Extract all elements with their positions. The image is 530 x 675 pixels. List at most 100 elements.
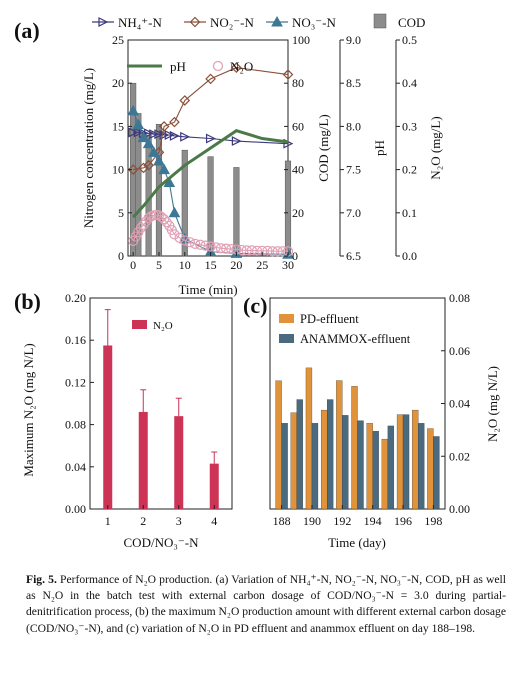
panel-b-plot-frame <box>89 297 233 510</box>
n2o-data-point <box>138 219 149 230</box>
panel-a-legend: NH₄⁺-N NO₂⁻-N NO₃⁻-N COD pH N₂O <box>92 13 425 74</box>
caption-label: Fig. 5. <box>26 573 57 586</box>
pd-effluent-bar <box>366 423 373 510</box>
nitrogen-tick-label: 0 <box>118 249 124 263</box>
panel-b-x-tick-label: 1 <box>105 514 111 528</box>
nh4-data-point <box>180 131 191 142</box>
nitrogen-tick-label: 5 <box>118 206 124 220</box>
panel-c-label: (c) <box>243 293 267 318</box>
panel-c-x-tick-label: 194 <box>364 514 382 528</box>
pd-effluent-bar <box>320 409 328 510</box>
panel-c: (c) 0.00 0.02 0.04 0.06 0.08 188 190 192 194 196 1… <box>243 291 500 550</box>
nitrogen-axis-label: Nitrogen concentration (mg/L) <box>81 68 96 228</box>
no2-data-point <box>169 116 180 128</box>
panel-b-y-tick-label: 0.12 <box>65 375 86 389</box>
n2o-data-point <box>161 217 172 228</box>
n2o-data-point <box>179 235 190 246</box>
panel-b-x-tick-label: 2 <box>140 514 146 528</box>
nitrogen-tick-label: 25 <box>112 33 124 47</box>
panel-a: (a) 0 5 10 15 20 25 3005101520250204060801006.… <box>14 13 443 297</box>
n2o-axis-label: N₂O (mg/L) <box>428 116 443 179</box>
cod-tick-label: 20 <box>292 206 304 220</box>
panel-c-axes: 0.00 0.02 0.04 0.06 0.08 188 190 192 194 196 198 <box>273 291 470 528</box>
n2o-data-point <box>236 244 247 256</box>
n2o-data-point <box>184 237 196 248</box>
ph-legend-label: pH <box>170 59 186 74</box>
pd-effluent-bar <box>305 367 313 510</box>
no2-data-point <box>158 121 170 132</box>
pd-effluent-bar <box>275 380 282 510</box>
cod-tick-label: 40 <box>292 163 304 177</box>
caption-text: Performance of N₂O production. (a) Varia… <box>26 573 507 635</box>
n2o-data-point <box>226 243 237 255</box>
panel-b-label: (b) <box>14 289 41 314</box>
no3-data-point <box>127 104 140 116</box>
nitrogen-tick-label: 15 <box>112 119 124 133</box>
x-tick-label: 25 <box>256 258 268 272</box>
n2o-data-point <box>159 214 170 225</box>
panel-b-axes: 0.00 0.04 0.08 0.12 0.16 0.20 1 2 3 4 <box>65 291 217 528</box>
cod-tick-label: 60 <box>292 119 304 133</box>
no2-data-point <box>231 62 242 73</box>
pd-effluent-bar <box>351 386 358 510</box>
no2-data-point <box>143 159 154 171</box>
n2o-data-point <box>156 212 167 223</box>
panel-b-y-axis-label: Maximum N₂O (mg N/L) <box>21 343 36 476</box>
cod-axis-label: COD (mg/L) <box>316 114 331 182</box>
legend-pd-effluent-label: PD-effluent <box>300 312 359 326</box>
anammox-effluent-bar <box>372 431 379 510</box>
panel-b-y-tick-label: 0.00 <box>65 502 86 516</box>
pd-effluent-bar <box>290 412 297 510</box>
nh4-data-point <box>205 133 216 144</box>
pd-effluent-bar <box>412 409 419 510</box>
cod-legend-label: COD <box>398 15 425 30</box>
cod-legend-swatch <box>373 13 387 29</box>
no3-data-point <box>158 163 170 175</box>
figure-caption: Fig. 5. Performance of N₂O production. (… <box>26 572 506 637</box>
n2o-tick-label: 0.1 <box>402 206 417 220</box>
panel-b-x-axis-label: COD/NO₃⁻-N <box>124 535 200 550</box>
ph-tick-label: 8.5 <box>346 76 361 90</box>
cod-bars <box>130 82 292 257</box>
legend-anammox-effluent-swatch <box>279 334 294 343</box>
x-tick-label: 15 <box>205 258 217 272</box>
x-tick-label: 10 <box>179 258 191 272</box>
panel-a-axes: 0 5 10 15 20 25 3005101520250204060801006.57.0… <box>112 33 417 272</box>
nitrogen-tick-label: 10 <box>112 163 124 177</box>
nh4-data-point <box>169 130 180 141</box>
anammox-effluent-bar <box>326 399 334 510</box>
no2-data-point <box>127 164 139 175</box>
panel-a-x-axis-label: Time (min) <box>178 282 237 297</box>
n2o-data-point <box>174 232 185 243</box>
no2-legend-marker <box>189 16 201 28</box>
nh4-legend-marker <box>98 17 109 27</box>
panel-a-label: (a) <box>14 18 40 43</box>
panel-b-bar <box>209 463 219 509</box>
x-tick-label: 20 <box>230 258 242 272</box>
n2o-data-point <box>169 229 180 240</box>
ph-tick-label: 6.5 <box>346 249 361 263</box>
panel-b-y-tick-label: 0.08 <box>65 418 86 432</box>
panel-c-x-tick-label: 190 <box>303 514 321 528</box>
n2o-data-point <box>135 222 147 234</box>
nh4-data-point <box>231 136 242 147</box>
pd-effluent-bar <box>427 428 434 510</box>
panel-c-y-axis-label: N₂O (mg N/L) <box>485 366 500 442</box>
nh4-legend-label: NH₄⁺-N <box>118 15 162 30</box>
cod-tick-label: 100 <box>292 33 310 47</box>
panel-b-bar <box>174 416 184 509</box>
anammox-effluent-bar <box>418 423 425 510</box>
x-tick-label: 5 <box>156 258 162 272</box>
ph-axis-label: pH <box>372 140 387 156</box>
n2o-data-point <box>220 243 232 254</box>
ph-tick-label: 7.0 <box>346 206 361 220</box>
panel-c-y-tick-label: 0.00 <box>449 502 470 516</box>
nitrogen-tick-label: 20 <box>112 76 124 90</box>
no3-legend-marker <box>271 15 283 27</box>
figure-canvas: (a) 0 5 10 15 20 25 3005101520250204060801006.… <box>14 13 500 550</box>
ph-series-line <box>132 129 289 219</box>
anammox-effluent-bar <box>357 420 364 510</box>
x-tick-label: 30 <box>282 258 294 272</box>
panel-c-y-tick-label: 0.06 <box>449 344 470 358</box>
n2o-data-point <box>189 238 201 250</box>
